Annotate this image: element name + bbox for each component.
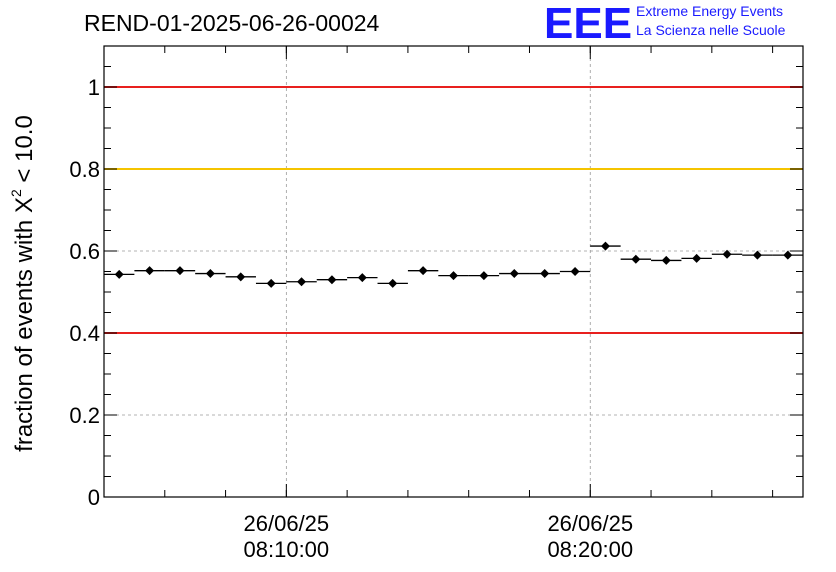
y-tick-label: 0 — [88, 485, 100, 510]
data-point-marker — [692, 253, 702, 263]
axis-ticks — [104, 46, 803, 498]
data-point-marker — [631, 254, 641, 264]
data-point-marker — [722, 249, 732, 259]
data-point-marker — [145, 266, 155, 276]
data-point-marker — [175, 266, 185, 276]
y-tick-label: 0.2 — [69, 403, 100, 428]
data-point — [590, 241, 621, 251]
data-point — [468, 271, 500, 281]
y-axis-label-symbol: X — [11, 197, 38, 213]
data-point-marker — [357, 273, 367, 283]
chart-title: REND-01-2025-06-26-00024 — [84, 10, 380, 36]
data-point — [255, 278, 287, 288]
y-axis-label-prefix: fraction of events with — [11, 213, 38, 452]
x-tick-label-date: 26/06/25 — [244, 511, 330, 536]
reference-lines — [104, 86, 803, 334]
data-point — [772, 250, 803, 260]
data-point — [164, 266, 196, 276]
data-point-marker — [266, 278, 276, 288]
x-tick-label-date: 26/06/25 — [547, 511, 633, 536]
y-tick-label: 0.6 — [69, 239, 100, 264]
data-point-marker — [297, 277, 307, 287]
data-point — [651, 255, 682, 265]
data-point — [620, 254, 652, 264]
data-point — [559, 267, 591, 276]
y-axis-label-exp: 2 — [8, 189, 24, 197]
eee-logo-mark: EEE — [544, 2, 632, 42]
data-point — [286, 277, 317, 287]
y-axis-label-suffix: < 10.0 — [11, 115, 38, 189]
data-point-marker — [114, 269, 124, 279]
data-point — [499, 269, 530, 279]
data-point-marker — [783, 250, 793, 260]
data-point-marker — [236, 272, 246, 282]
data-point — [529, 269, 560, 279]
y-axis-label: fraction of events with X2 < 10.0 — [8, 115, 38, 452]
data-point — [742, 250, 773, 260]
logo-caption-line2: La Scienza nelle Scuole — [636, 22, 786, 38]
data-point — [377, 278, 408, 288]
data-point-marker — [752, 250, 762, 260]
x-tick-label-time: 08:10:00 — [244, 537, 330, 562]
data-point — [104, 269, 135, 279]
data-point-marker — [449, 271, 458, 281]
y-tick-label: 0.8 — [69, 157, 100, 182]
data-point-marker — [661, 255, 671, 265]
axis-labels: 00.20.40.60.8126/06/2508:10:0026/06/2508… — [69, 75, 633, 562]
data-point-marker — [570, 267, 580, 276]
data-point-marker — [388, 278, 398, 288]
logo-caption: Extreme Energy Events La Scienza nelle S… — [636, 2, 785, 40]
data-point — [681, 253, 712, 263]
data-point — [195, 269, 226, 279]
data-point — [347, 273, 378, 283]
x-tick-label-time: 08:20:00 — [547, 537, 633, 562]
y-tick-label: 0.4 — [69, 321, 100, 346]
data-point — [407, 266, 439, 276]
data-point-marker — [418, 266, 428, 276]
data-point-marker — [205, 269, 215, 279]
data-point-marker — [327, 275, 337, 285]
data-point — [134, 266, 165, 276]
y-tick-label: 1 — [88, 75, 100, 100]
data-series — [104, 241, 803, 288]
data-point-marker — [509, 269, 519, 279]
data-point-marker — [540, 269, 550, 279]
data-point-marker — [600, 241, 610, 251]
data-point — [316, 275, 348, 285]
data-point-marker — [479, 271, 489, 281]
data-point — [438, 271, 469, 281]
logo-caption-line1: Extreme Energy Events — [636, 3, 784, 19]
eee-logo: EEE — [544, 2, 632, 42]
data-point — [225, 272, 256, 282]
data-point — [711, 249, 743, 259]
